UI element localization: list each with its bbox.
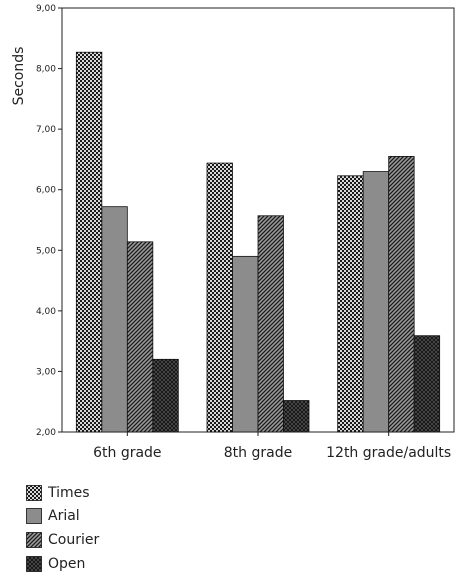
legend-item-times: Times	[26, 481, 99, 505]
legend-label: Arial	[48, 508, 80, 525]
x-category-label: 8th grade	[224, 445, 292, 461]
bar-times-1	[75, 51, 103, 433]
x-axis-categories: 6th grade 8th grade 12th grade/adults	[93, 432, 451, 461]
bar-times-3	[337, 175, 364, 433]
bar-arial-2	[232, 255, 259, 433]
bars-layer	[75, 51, 441, 433]
bar-open-3	[413, 335, 441, 433]
legend-swatch	[26, 508, 42, 525]
bar-courier-2	[257, 215, 284, 433]
bar-times-2	[206, 162, 233, 433]
y-tick-label: 6,00	[36, 186, 56, 196]
y-tick-label: 4,00	[36, 307, 56, 317]
legend-label: Open	[48, 555, 86, 572]
y-tick-label: 2,00	[36, 428, 56, 438]
y-axis-label: Seconds	[11, 47, 27, 106]
bar-courier-1	[126, 241, 154, 433]
y-tick-label: 8,00	[36, 65, 56, 75]
y-axis-ticks: 2,00 3,00 4,00 5,00 6,00 7,00 8,00 9,00	[36, 4, 62, 438]
bar-arial-3	[362, 171, 390, 433]
bar-arial-1	[101, 206, 128, 433]
x-category-label: 6th grade	[93, 445, 161, 461]
legend-swatch	[26, 532, 42, 548]
legend-swatch	[26, 484, 42, 501]
bar-courier-3	[388, 155, 415, 433]
y-tick-label: 5,00	[36, 246, 56, 256]
legend-swatch	[26, 555, 42, 572]
x-category-label: 12th grade/adults	[326, 445, 451, 461]
legend-item-open: Open	[26, 552, 99, 576]
legend-item-arial: Arial	[26, 505, 99, 529]
legend-label: Courier	[48, 531, 100, 548]
y-tick-label: 9,00	[36, 4, 56, 14]
y-tick-label: 7,00	[36, 125, 56, 135]
bar-open-1	[152, 358, 179, 433]
legend-item-courier: Courier	[26, 528, 99, 552]
bar-chart: Seconds 2,00 3,00 4,00 5,00 6,00 7,00 8,00 9,00…	[11, 4, 455, 461]
legend: Times Arial Courier Open	[26, 481, 99, 575]
y-tick-label: 3,00	[36, 367, 56, 377]
bar-open-2	[283, 400, 310, 433]
legend-label: Times	[48, 484, 90, 501]
